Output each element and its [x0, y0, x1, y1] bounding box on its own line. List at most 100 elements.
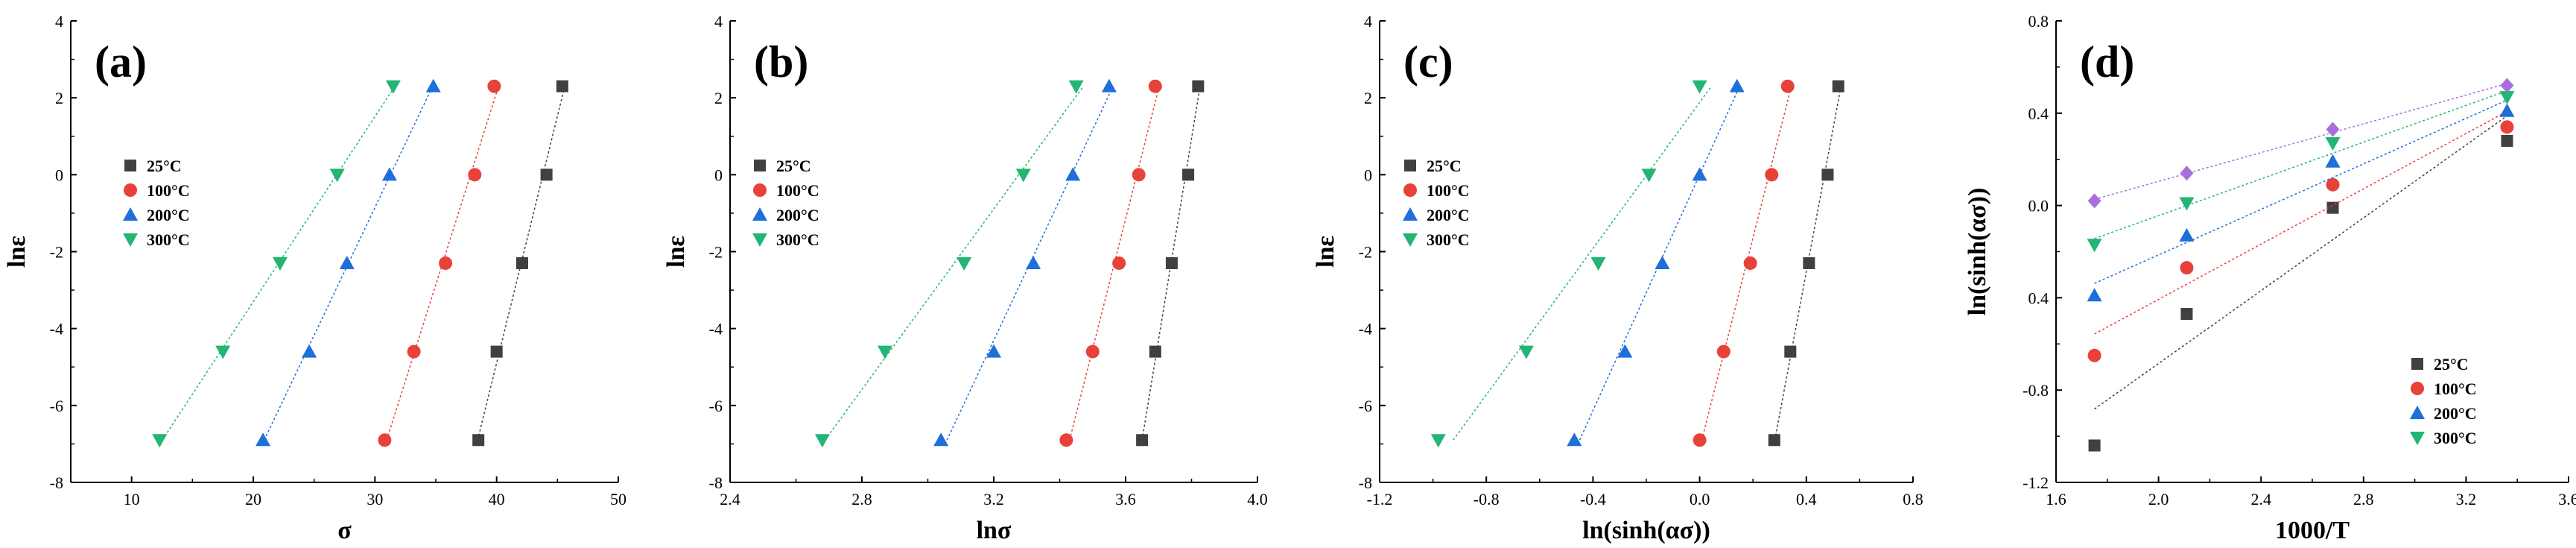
data-point	[1430, 434, 1446, 448]
y-axis-title: lnε	[662, 236, 690, 268]
data-point	[2179, 227, 2195, 242]
data-point	[1148, 79, 1162, 93]
data-point	[490, 345, 503, 358]
data-point	[1015, 169, 1031, 183]
data-point	[385, 80, 401, 94]
data-point	[2180, 308, 2193, 321]
data-point	[1693, 433, 1707, 447]
data-point	[1112, 256, 1126, 270]
legend-label: 25°C	[1427, 157, 1462, 175]
y-axis-title: lnε	[3, 236, 31, 268]
data-point	[1780, 79, 1795, 93]
fit-line	[264, 86, 434, 441]
legend: 25°C 100°C 200°C 300°C	[1403, 157, 1470, 249]
data-point	[487, 79, 501, 93]
y-tick-label: 0.4	[2028, 289, 2049, 307]
y-tick-label: -2	[50, 243, 63, 262]
data-point	[468, 168, 482, 182]
legend-marker	[754, 160, 766, 171]
data-point	[2326, 177, 2340, 192]
panel-label: (b)	[754, 37, 808, 86]
data-point	[877, 345, 892, 359]
legend-marker	[1403, 207, 1418, 221]
fit-line	[2094, 115, 2507, 410]
x-tick-label: 0.4	[1796, 490, 1817, 508]
data-point	[1716, 344, 1730, 359]
y-tick-label: 0	[55, 166, 63, 184]
y-axis-title: ln(sinh(ασ))	[1964, 188, 1991, 316]
data-point	[378, 433, 392, 447]
legend-marker	[2410, 432, 2425, 445]
panel-d: 1.6 2.0 2.4 2.8 3.2 3.6 -1.2 -0.8 0.4 0.0 0.4 0.8 10…	[1964, 12, 2576, 544]
y-tick-label: -6	[1359, 397, 1372, 415]
data-point	[515, 256, 528, 269]
y-tick-label: -2	[1359, 243, 1372, 262]
x-tick-label: 0.8	[1903, 490, 1923, 508]
data-point	[2326, 122, 2340, 137]
x-tick-label: 3.6	[1115, 490, 1136, 508]
data-point	[302, 344, 317, 358]
y-axis-title: lnε	[1312, 236, 1339, 268]
x-tick-label: 1.6	[2046, 490, 2066, 508]
legend-marker	[124, 183, 137, 197]
fit-line	[2094, 99, 2507, 284]
y-tick-label: 2	[1364, 89, 1372, 107]
data-point	[1617, 344, 1633, 358]
x-tick-label: 2.8	[2353, 490, 2374, 508]
data-point	[2500, 120, 2514, 134]
data-point	[1768, 434, 1780, 447]
legend-label: 300°C	[776, 230, 819, 249]
panel-a: 10 20 30 40 50 -8 -6 -4 -2 0 2 4 σ lnε (a) 25°C 100°C 200…	[3, 12, 626, 544]
legend-label: 200°C	[2434, 404, 2477, 423]
data-point	[1182, 169, 1195, 181]
y-tick-label: -1.2	[2023, 473, 2049, 492]
data-point	[272, 256, 288, 271]
data-point	[2087, 348, 2101, 362]
data-point	[1765, 168, 1779, 182]
data-point	[329, 169, 345, 183]
fit-line	[2094, 83, 2507, 201]
x-tick-label: 30	[367, 490, 383, 508]
data-point	[2180, 166, 2194, 181]
data-point	[1068, 80, 1084, 94]
x-tick-label: 50	[610, 490, 626, 508]
x-axis-title: ln(sinh(ασ))	[1582, 517, 1710, 544]
data-point	[2501, 134, 2513, 147]
legend-marker	[753, 183, 767, 197]
legend-label: 200°C	[147, 206, 190, 224]
y-tick-label: 0	[714, 166, 723, 184]
y-tick-label: 0	[1364, 166, 1372, 184]
legend-marker	[124, 160, 136, 171]
legend-marker	[2411, 382, 2424, 395]
x-tick-label: 3.2	[2456, 490, 2477, 508]
data-point	[1803, 256, 1815, 269]
x-tick-label: 4.0	[1247, 490, 1268, 508]
fit-line	[1453, 86, 1712, 441]
data-point	[472, 434, 485, 447]
x-tick-label: 10	[124, 490, 140, 508]
data-point	[1132, 168, 1146, 182]
data-point	[339, 255, 355, 269]
data-point	[2500, 78, 2514, 93]
data-point	[1149, 345, 1161, 358]
legend-label: 100°C	[147, 181, 190, 200]
data-point	[1692, 167, 1707, 181]
legend-label: 300°C	[147, 230, 190, 249]
data-point	[1136, 434, 1149, 447]
y-tick-label: 4	[1364, 12, 1372, 31]
x-tick-label: 40	[489, 490, 505, 508]
x-tick-label: 20	[245, 490, 261, 508]
data-point	[540, 169, 553, 181]
data-point	[1101, 78, 1117, 92]
legend-label: 25°C	[2434, 355, 2469, 374]
legend-marker	[752, 207, 767, 221]
data-point	[1065, 167, 1081, 181]
x-tick-label: 2.4	[2250, 490, 2271, 508]
data-point	[1784, 345, 1797, 358]
y-tick-label: -0.8	[2023, 381, 2049, 400]
data-point	[1165, 256, 1178, 269]
y-tick-label: 0.0	[2028, 197, 2049, 215]
data-point	[1641, 169, 1657, 183]
data-point	[2087, 239, 2102, 253]
data-point	[2499, 91, 2515, 105]
